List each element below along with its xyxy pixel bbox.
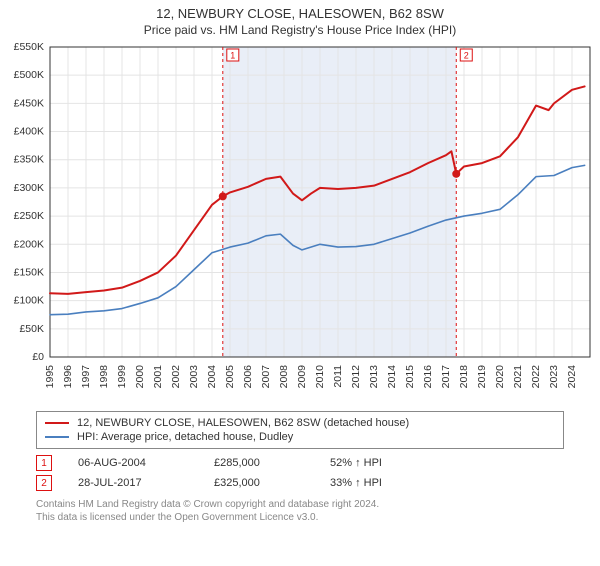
x-tick-label: 1998 bbox=[98, 365, 110, 389]
y-tick-label: £100K bbox=[14, 295, 44, 307]
sale-row: 2 28-JUL-2017 £325,000 33% ↑ HPI bbox=[36, 473, 564, 493]
legend-label: 12, NEWBURY CLOSE, HALESOWEN, B62 8SW (d… bbox=[77, 417, 409, 429]
attribution-line: This data is licensed under the Open Gov… bbox=[36, 512, 564, 525]
x-tick-label: 2010 bbox=[314, 365, 326, 389]
chart-area: £0 £50K £100K £150K £200K £250K £300K £350K £400… bbox=[0, 37, 600, 407]
sales-table: 1 06-AUG-2004 £285,000 52% ↑ HPI 2 28-JUL-201… bbox=[36, 453, 564, 493]
sale-marker bbox=[452, 170, 460, 178]
x-tick-label: 2018 bbox=[458, 365, 470, 389]
sale-delta: 52% ↑ HPI bbox=[330, 457, 382, 469]
y-tick-label: £550K bbox=[14, 41, 44, 53]
legend-swatch bbox=[45, 422, 69, 424]
y-tick-label: £50K bbox=[19, 323, 44, 335]
y-tick-label: £300K bbox=[14, 182, 44, 194]
x-tick-label: 2015 bbox=[404, 365, 416, 389]
sale-badge-label: 2 bbox=[464, 51, 469, 61]
y-tick-label: £250K bbox=[14, 210, 44, 222]
x-tick-label: 2009 bbox=[296, 365, 308, 389]
y-tick-label: £200K bbox=[14, 238, 44, 250]
y-tick-label: £350K bbox=[14, 154, 44, 166]
sale-badge-label: 1 bbox=[230, 51, 235, 61]
attribution: Contains HM Land Registry data © Crown c… bbox=[36, 499, 564, 524]
sale-marker bbox=[219, 192, 227, 200]
x-tick-label: 1997 bbox=[80, 365, 92, 389]
x-tick-label: 2016 bbox=[422, 365, 434, 389]
x-tick-label: 2023 bbox=[548, 365, 560, 389]
sale-price: £325,000 bbox=[214, 477, 304, 489]
legend-label: HPI: Average price, detached house, Dudl… bbox=[77, 431, 293, 443]
x-tick-label: 2008 bbox=[278, 365, 290, 389]
sale-date: 28-JUL-2017 bbox=[78, 477, 188, 489]
x-tick-label: 2024 bbox=[566, 365, 578, 389]
x-tick-label: 2013 bbox=[368, 365, 380, 389]
x-tick-label: 2004 bbox=[206, 365, 218, 389]
page-title: 12, NEWBURY CLOSE, HALESOWEN, B62 8SW bbox=[0, 6, 600, 21]
sale-row-badge: 2 bbox=[36, 475, 52, 491]
x-tick-label: 2022 bbox=[530, 365, 542, 389]
x-tick-label: 2014 bbox=[386, 365, 398, 389]
x-tick-label: 2003 bbox=[188, 365, 200, 389]
page-subtitle: Price paid vs. HM Land Registry's House … bbox=[0, 23, 600, 37]
x-tick-label: 2021 bbox=[512, 365, 524, 389]
sale-delta: 33% ↑ HPI bbox=[330, 477, 382, 489]
x-tick-label: 2006 bbox=[242, 365, 254, 389]
x-tick-label: 1995 bbox=[44, 365, 56, 389]
legend-swatch bbox=[45, 436, 69, 438]
x-tick-label: 1999 bbox=[116, 365, 128, 389]
sale-date: 06-AUG-2004 bbox=[78, 457, 188, 469]
sale-row-badge: 1 bbox=[36, 455, 52, 471]
line-chart: £0 £50K £100K £150K £200K £250K £300K £350K £400… bbox=[0, 37, 600, 407]
sale-price: £285,000 bbox=[214, 457, 304, 469]
attribution-line: Contains HM Land Registry data © Crown c… bbox=[36, 499, 564, 512]
y-tick-label: £400K bbox=[14, 126, 44, 138]
x-tick-label: 2007 bbox=[260, 365, 272, 389]
x-tick-label: 2020 bbox=[494, 365, 506, 389]
y-tick-label: £150K bbox=[14, 266, 44, 278]
legend: 12, NEWBURY CLOSE, HALESOWEN, B62 8SW (d… bbox=[36, 411, 564, 449]
legend-item: 12, NEWBURY CLOSE, HALESOWEN, B62 8SW (d… bbox=[45, 416, 555, 430]
x-tick-label: 2001 bbox=[152, 365, 164, 389]
x-tick-label: 2012 bbox=[350, 365, 362, 389]
y-tick-label: £0 bbox=[32, 351, 44, 363]
x-tick-label: 2000 bbox=[134, 365, 146, 389]
sale-row: 1 06-AUG-2004 £285,000 52% ↑ HPI bbox=[36, 453, 564, 473]
y-tick-label: £450K bbox=[14, 97, 44, 109]
x-tick-label: 2005 bbox=[224, 365, 236, 389]
x-tick-label: 2017 bbox=[440, 365, 452, 389]
shaded-band bbox=[223, 47, 456, 357]
legend-item: HPI: Average price, detached house, Dudl… bbox=[45, 430, 555, 444]
x-tick-label: 1996 bbox=[62, 365, 74, 389]
x-tick-label: 2019 bbox=[476, 365, 488, 389]
x-tick-label: 2002 bbox=[170, 365, 182, 389]
y-tick-label: £500K bbox=[14, 69, 44, 81]
x-tick-label: 2011 bbox=[332, 365, 344, 388]
